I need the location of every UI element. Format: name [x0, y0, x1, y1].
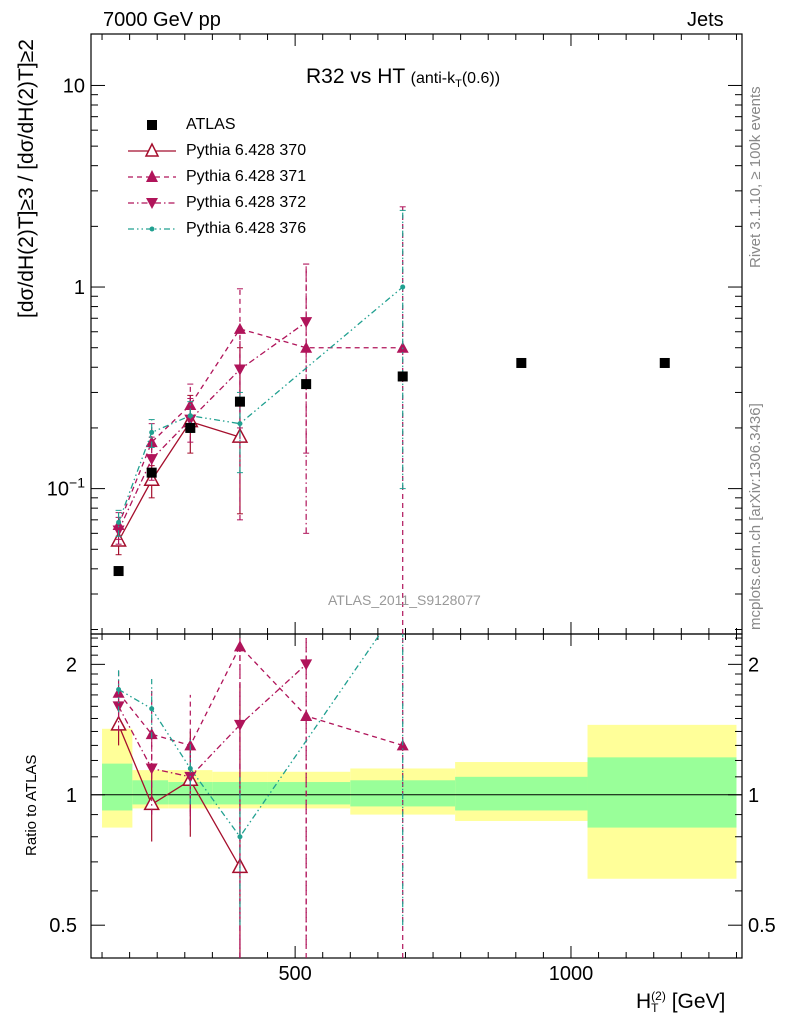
ratio-band-inner: [102, 763, 133, 811]
data-point-p372: [300, 317, 313, 329]
legend-entry-atlas: ATLAS: [128, 114, 236, 136]
ratio-point-p372: [145, 763, 158, 775]
atlas-data-point: [185, 422, 196, 433]
series-line-p372: [117, 321, 307, 531]
data-point-p371: [300, 341, 313, 353]
legend-entry-p371: Pythia 6.428 371: [128, 166, 306, 188]
legend-swatch: [128, 142, 176, 157]
data-point-p376: [149, 429, 155, 435]
atlas-data-point: [516, 357, 527, 368]
ratio-line-p371: [118, 645, 403, 747]
x-tick-label: 1000: [549, 963, 594, 985]
rivet-version-label: Rivet 3.1.10, ≥ 100k events: [747, 86, 764, 268]
ratio-band-inner: [455, 776, 588, 811]
ratio-line-p372: [118, 663, 307, 778]
legend-swatch: [128, 170, 176, 182]
ratio-point-p372: [233, 719, 246, 731]
legend-entry-p370: Pythia 6.428 370: [128, 140, 306, 162]
data-point-p372: [145, 454, 158, 466]
plot-title-sub: (anti-kT(0.6)): [410, 70, 501, 91]
x-tick-label: 500: [278, 963, 311, 985]
atlas-data-point: [397, 371, 408, 382]
ratio-plot-frame: [90, 633, 743, 959]
ratio-point-p376: [149, 706, 155, 712]
ratio-series-p372: [112, 659, 313, 783]
series-line-p371: [117, 328, 403, 526]
series-line-p376: [117, 286, 404, 523]
legend-label: Pythia 6.428 372: [186, 194, 307, 211]
legend-label: Pythia 6.428 370: [186, 142, 307, 159]
data-point-p371: [233, 322, 246, 334]
ratio-tick-label-left: 0.5: [49, 915, 77, 937]
y-tick-label: 1: [74, 277, 85, 299]
ratio-point-p376: [237, 834, 243, 840]
analysis-watermark: ATLAS_2011_S9128077: [328, 592, 481, 608]
legend-label: Pythia 6.428 371: [186, 168, 307, 185]
legend-swatch: [147, 120, 157, 130]
legend-swatch: [128, 226, 176, 232]
y-axis-title-top: [dσ/dH(2)T]≥3 / [dσ/dH(2)T]≥2: [15, 39, 38, 318]
ratio-tick-label-left: 2: [66, 654, 77, 676]
data-point-p376: [187, 413, 193, 419]
ratio-point-p376: [116, 686, 122, 692]
atlas-data-point: [113, 566, 124, 577]
ratio-series-p376: [116, 634, 381, 840]
ratio-tick-label-left: 1: [66, 785, 77, 807]
atlas-data-point: [146, 467, 157, 478]
ratio-tick-label-right: 2: [748, 654, 759, 676]
data-point-p376: [237, 421, 243, 427]
legend-label: ATLAS: [186, 116, 236, 133]
plot-title-main: R32 vs HT: [306, 65, 405, 88]
ratio-band-inner: [587, 757, 737, 828]
legend-swatch: [128, 198, 176, 209]
header-left: 7000 GeV pp: [103, 9, 221, 31]
atlas-data-point: [301, 379, 312, 390]
ratio-tick-label-right: 0.5: [748, 915, 776, 937]
legend-entry-p372: Pythia 6.428 372: [128, 192, 306, 214]
ratio-point-p376: [187, 765, 193, 771]
plot-title: R32 vs HT (anti-kT(0.6)): [306, 66, 500, 90]
ratio-band-inner: [267, 782, 351, 805]
atlas-data-point: [234, 396, 245, 407]
data-point-p371: [396, 341, 409, 353]
header-right: Jets: [687, 9, 724, 31]
data-point-p372: [233, 364, 246, 376]
atlas-data-point: [659, 357, 670, 368]
ratio-series-p371: [112, 640, 409, 751]
series-line-p370: [118, 420, 241, 542]
ratio-tick-label-right: 1: [748, 785, 759, 807]
ratio-point-p372: [300, 659, 313, 671]
legend-entry-p376: Pythia 6.428 376: [128, 218, 306, 240]
data-point-p376: [400, 284, 406, 290]
source-label: mcplots.cern.ch [arXiv:1306.3436]: [747, 403, 764, 630]
data-point-p376: [116, 519, 122, 525]
legend-label: Pythia 6.428 376: [186, 220, 307, 237]
x-axis-title: H (2) T [GeV]: [636, 989, 726, 1015]
y-tick-label: 10: [63, 75, 85, 97]
y-tick-label: 10−1: [47, 475, 85, 501]
ratio-line-p370: [117, 724, 241, 868]
data-point-p372: [184, 414, 197, 426]
y-axis-title-ratio: Ratio to ATLAS: [23, 754, 40, 856]
